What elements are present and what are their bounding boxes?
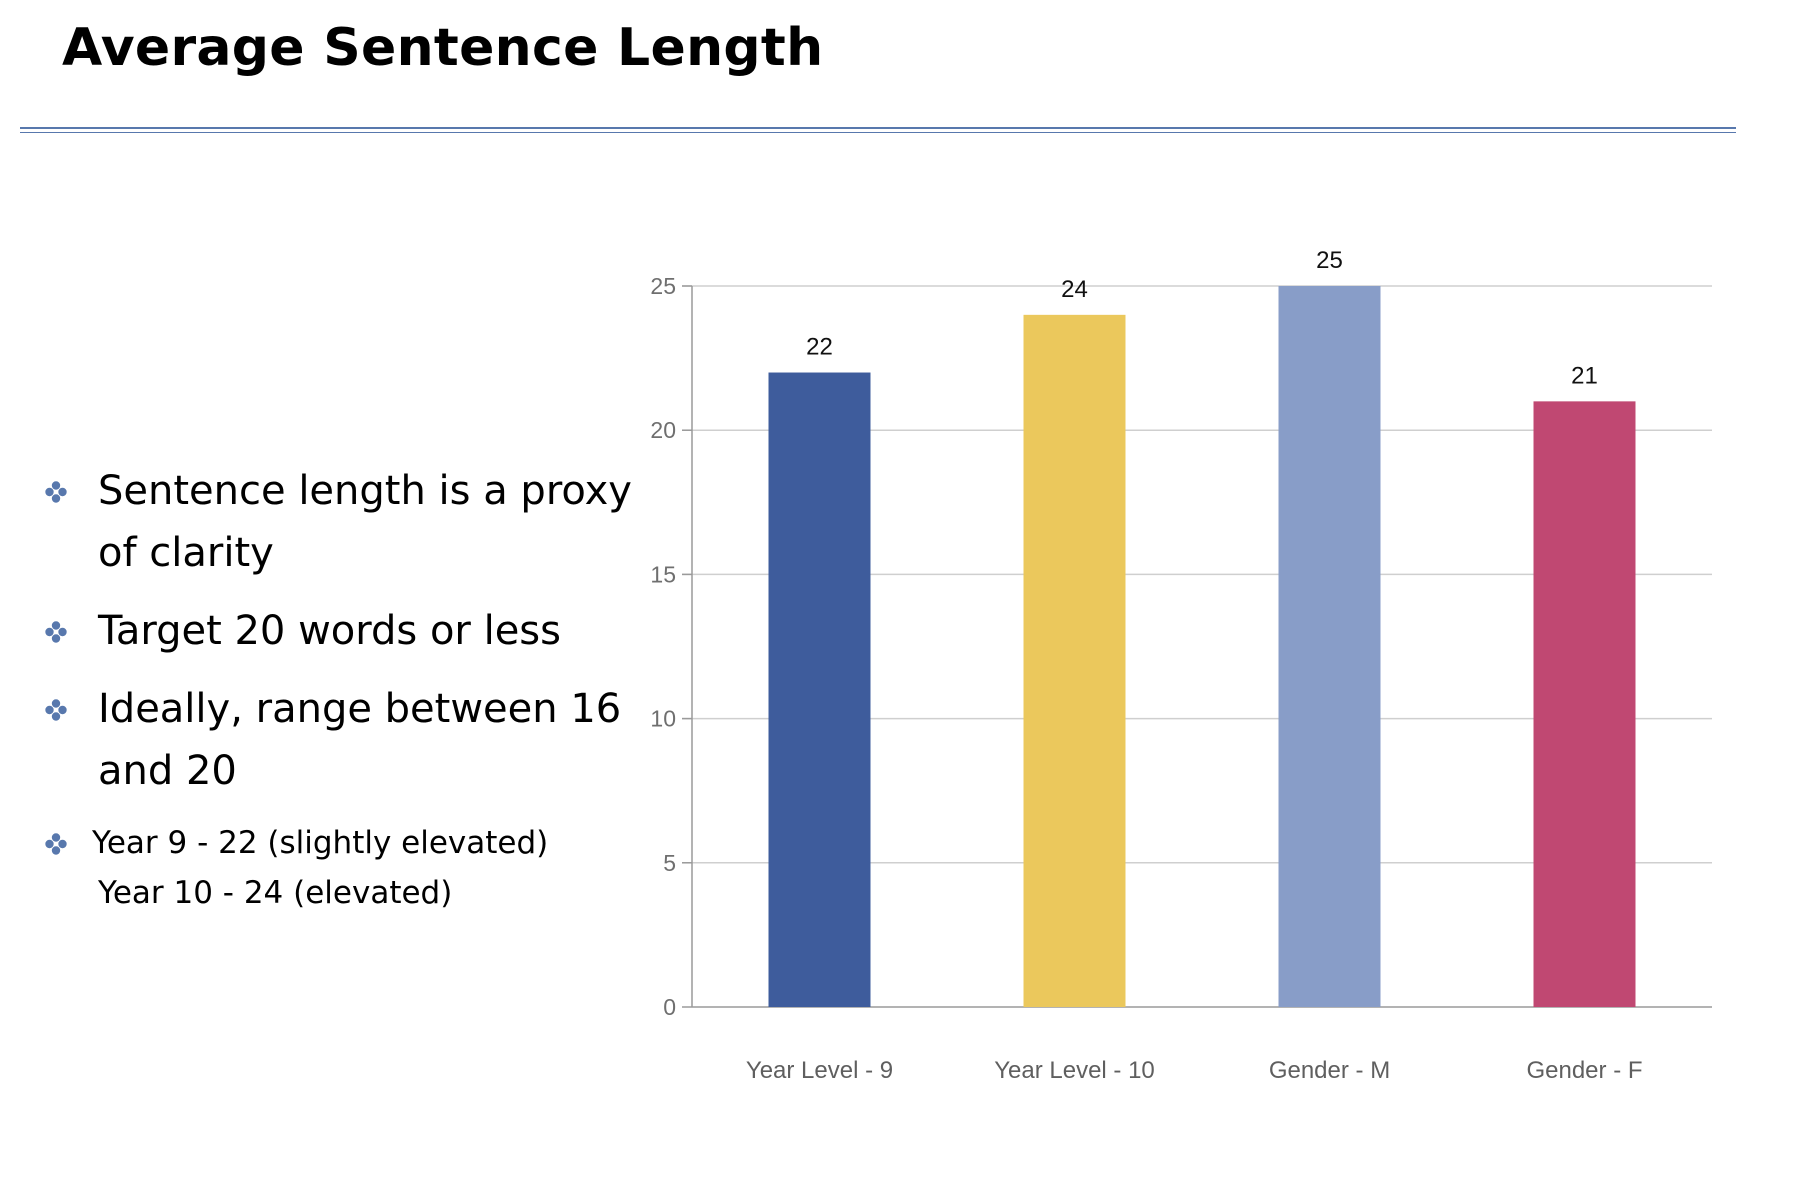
y-tick-label: 0 bbox=[663, 994, 676, 1020]
y-tick-label: 5 bbox=[663, 850, 676, 876]
bar bbox=[768, 372, 871, 1007]
bar-value-label: 24 bbox=[1061, 276, 1088, 303]
four-petal-bullet-icon bbox=[45, 481, 67, 503]
bar-value-label: 22 bbox=[806, 334, 833, 361]
four-petal-bullet-icon bbox=[45, 699, 67, 721]
four-petal-bullet-icon bbox=[45, 621, 67, 643]
y-tick-label: 25 bbox=[650, 273, 676, 299]
slide-title: Average Sentence Length bbox=[62, 18, 824, 78]
four-petal-bullet-icon bbox=[45, 833, 67, 855]
bullet-text-line: Target 20 words or less bbox=[98, 608, 561, 654]
y-tick-labels: 0 5 10 15 20 25 bbox=[650, 273, 676, 1020]
title-divider bbox=[20, 127, 1736, 133]
bullet-list: Sentence length is a proxy of clarity Targ… bbox=[36, 460, 632, 934]
bar bbox=[1533, 401, 1636, 1007]
bullet-text-line: Sentence length is a proxy bbox=[98, 468, 632, 514]
x-tick-label: Year Level - 10 bbox=[994, 1057, 1155, 1084]
y-tick-label: 20 bbox=[650, 417, 676, 443]
x-tick-label: Gender - F bbox=[1526, 1057, 1642, 1084]
bullet-text-line: Ideally, range between 16 bbox=[98, 686, 622, 732]
bullet-text-line: Year 10 - 24 (elevated) bbox=[98, 875, 453, 911]
bullet-item: Target 20 words or less bbox=[36, 600, 626, 662]
bar bbox=[1278, 286, 1381, 1007]
x-tick-labels: Year Level - 9 Year Level - 10 Gender - M G… bbox=[746, 1057, 1643, 1084]
bars bbox=[768, 286, 1636, 1008]
bullet-text-line: and 20 bbox=[98, 748, 237, 794]
bullet-item: Ideally, range between 16 and 20 bbox=[36, 678, 626, 802]
bullet-item: Year 9 - 22 (slightly elevated) Year 10 -… bbox=[36, 818, 626, 918]
x-tick-label: Gender - M bbox=[1269, 1057, 1390, 1084]
y-tick-label: 10 bbox=[650, 706, 676, 732]
bullet-item: Sentence length is a proxy of clarity bbox=[36, 460, 632, 584]
bar bbox=[1023, 314, 1126, 1008]
bar-value-label: 21 bbox=[1571, 362, 1598, 389]
data-labels: 22 24 25 21 bbox=[806, 247, 1598, 389]
bullet-text-line: of clarity bbox=[98, 530, 274, 576]
bullet-text-line: Year 9 - 22 (slightly elevated) bbox=[92, 825, 549, 861]
bar-value-label: 25 bbox=[1316, 247, 1343, 274]
y-tick-label: 15 bbox=[650, 561, 676, 587]
x-tick-label: Year Level - 9 bbox=[746, 1057, 893, 1084]
